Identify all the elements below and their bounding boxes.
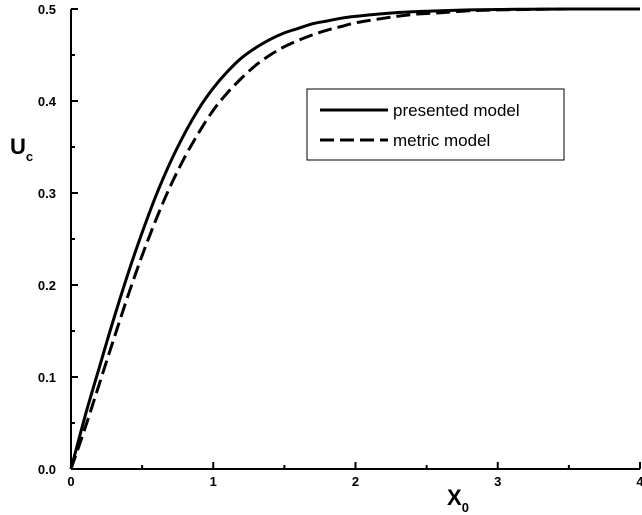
axes — [70, 9, 640, 470]
y-tick-label: 0.1 — [38, 370, 56, 385]
legend-label-metric: metric model — [393, 131, 490, 150]
x-tick-label: 1 — [210, 474, 217, 489]
y-axis-title: Uc — [10, 134, 33, 164]
x-axis-title: X0 — [447, 485, 469, 515]
y-axis-title-main: U — [10, 134, 26, 159]
y-tick-label: 0.3 — [38, 186, 56, 201]
series-group — [69, 7, 641, 470]
series-line-metric-model — [69, 7, 641, 470]
x-tick-label: 3 — [494, 474, 501, 489]
y-tick-label: 0.5 — [38, 2, 56, 17]
legend: presented model metric model — [306, 88, 565, 161]
y-tick-label: 0.0 — [38, 462, 56, 477]
x-tick-label: 0 — [67, 474, 74, 489]
ticks — [70, 8, 641, 470]
legend-box — [306, 88, 565, 161]
x-tick-label: 4 — [636, 474, 642, 489]
y-tick-label: 0.4 — [38, 94, 57, 109]
y-tick-label: 0.2 — [38, 278, 56, 293]
x-axis-title-sub: 0 — [462, 500, 469, 515]
legend-label-presented: presented model — [393, 101, 520, 120]
series-line-presented-model — [69, 7, 640, 470]
x-tick-label: 2 — [352, 474, 359, 489]
tick-labels: 0 1 2 3 4 0.0 0.1 0.2 0.3 0.4 0.5 — [38, 2, 642, 489]
x-axis-title-main: X — [447, 485, 462, 510]
y-axis-title-sub: c — [26, 149, 33, 164]
